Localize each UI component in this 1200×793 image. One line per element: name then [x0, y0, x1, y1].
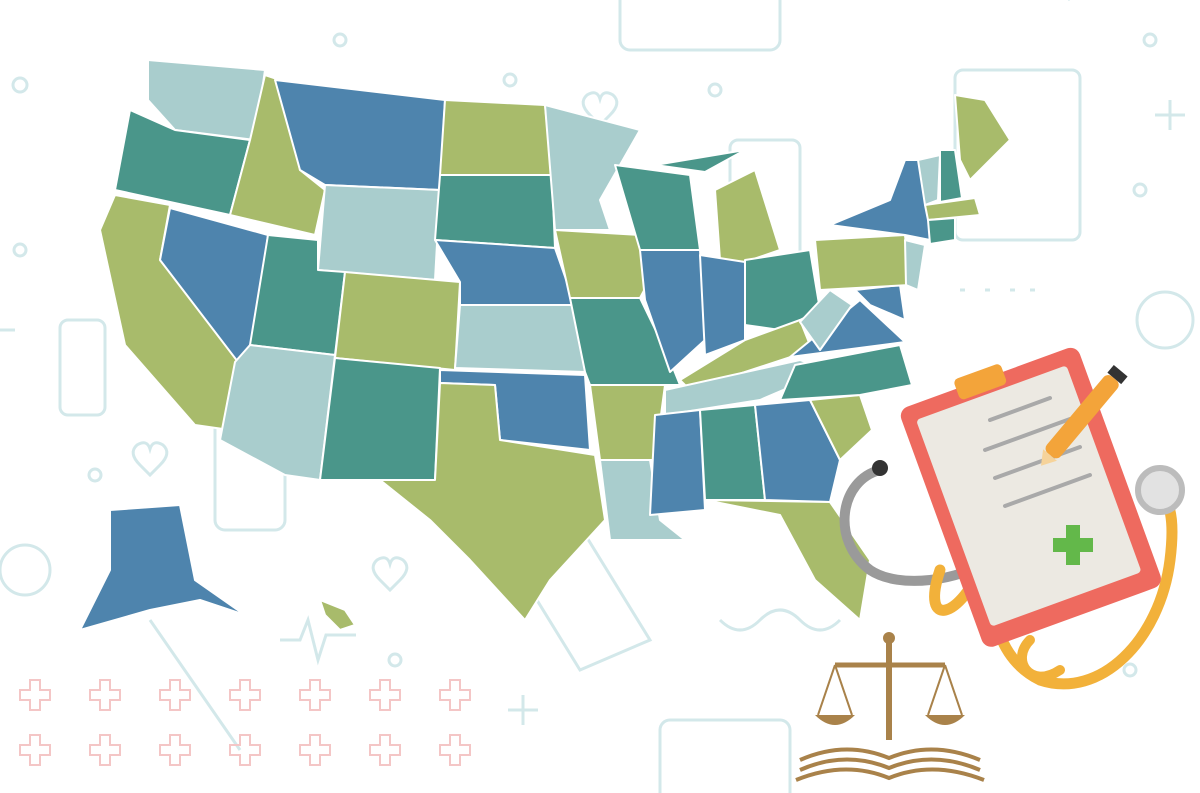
medical-cross-icon	[1053, 525, 1093, 565]
background-cross-icon	[19, 679, 51, 711]
background-cross-icon	[19, 734, 51, 766]
background-cross-icon	[229, 679, 261, 711]
state-west-virginia	[799, 289, 853, 351]
state-illinois	[639, 249, 706, 373]
state-missouri	[569, 297, 681, 386]
background-medical-icon	[87, 467, 103, 483]
background-cross-icon	[89, 679, 121, 711]
background-medical-icon	[280, 615, 356, 666]
background-cross-icon	[159, 679, 191, 711]
background-cross-icon	[299, 679, 331, 711]
background-cross-icon	[159, 734, 191, 766]
background-medical-icon	[371, 0, 1070, 593]
state-alaska	[79, 504, 246, 631]
background-cross-icon	[229, 734, 261, 766]
background-medical-icon	[1135, 290, 1195, 350]
background-medical-icon	[581, 91, 619, 128]
background-medical-icon	[658, 718, 792, 793]
state-maine	[954, 94, 1011, 181]
background-medical-icon	[1132, 182, 1148, 198]
state-massachusetts	[924, 197, 981, 221]
background-medical-icon	[131, 441, 169, 478]
background-medical-icon	[1122, 662, 1138, 678]
clipboard-icon	[900, 347, 1161, 647]
state-new-jersey	[904, 239, 926, 291]
background-medical-icon	[0, 543, 52, 597]
background-medical-icon	[12, 242, 28, 258]
background-medical-icon	[502, 72, 518, 88]
state-michigan	[714, 169, 781, 263]
background-medical-icon	[387, 652, 403, 668]
state-hawaii	[319, 599, 356, 631]
state-louisiana	[599, 459, 686, 541]
state-michigan-upper	[654, 149, 746, 173]
background-medical-icon	[332, 32, 348, 48]
background-medical-icon	[148, 608, 842, 751]
background-medical-icon	[58, 318, 107, 417]
state-north-carolina	[779, 344, 913, 401]
state-florida	[704, 499, 871, 621]
state-connecticut	[927, 217, 956, 245]
scales-of-justice-icon	[815, 632, 965, 740]
background-medical-icon	[11, 76, 29, 94]
background-cross-icon	[299, 734, 331, 766]
background-cross-icon	[89, 734, 121, 766]
state-new-hampshire	[939, 149, 963, 203]
background-cross-icon	[369, 679, 401, 711]
background-medical-icon	[0, 100, 1185, 725]
background-cross-icon	[439, 734, 471, 766]
background-cross-icon	[439, 679, 471, 711]
background-medical-icon	[1142, 32, 1158, 48]
background-medical-icon	[618, 0, 782, 52]
open-book-icon	[795, 747, 985, 782]
state-minnesota	[544, 104, 641, 231]
background-medical-icon	[707, 82, 723, 98]
state-vermont	[917, 154, 941, 206]
pen-icon	[1041, 364, 1128, 466]
state-georgia	[754, 399, 841, 503]
background-cross-icon	[369, 734, 401, 766]
state-mississippi	[649, 409, 706, 516]
state-texas	[379, 382, 606, 621]
